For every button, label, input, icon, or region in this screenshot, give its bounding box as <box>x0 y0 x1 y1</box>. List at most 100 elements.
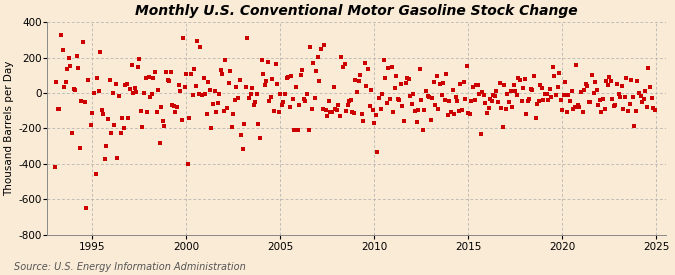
Point <box>281 76 292 80</box>
Point <box>505 89 516 93</box>
Point <box>196 92 207 97</box>
Point <box>211 110 221 114</box>
Point <box>645 85 655 90</box>
Point <box>456 108 467 112</box>
Point <box>313 55 323 59</box>
Point <box>208 101 219 106</box>
Point <box>180 84 190 89</box>
Point <box>385 97 396 101</box>
Point <box>106 130 117 135</box>
Point <box>477 90 488 95</box>
Point <box>373 95 384 100</box>
Point <box>339 62 350 67</box>
Point <box>489 94 500 98</box>
Point <box>350 78 361 82</box>
Point <box>535 83 545 87</box>
Title: Monthly U.S. Conventional Motor Gasoline Stock Change: Monthly U.S. Conventional Motor Gasoline… <box>135 4 578 18</box>
Point <box>521 112 532 117</box>
Point <box>138 90 149 95</box>
Point <box>214 92 225 97</box>
Point <box>399 118 410 123</box>
Point <box>261 79 271 83</box>
Point <box>267 77 278 82</box>
Point <box>341 109 352 114</box>
Point <box>170 109 181 114</box>
Point <box>582 84 593 88</box>
Point <box>383 66 394 70</box>
Point <box>439 98 450 102</box>
Point <box>297 68 308 72</box>
Point <box>272 82 283 86</box>
Point <box>217 72 227 76</box>
Point <box>109 123 119 127</box>
Point <box>464 111 475 116</box>
Point <box>151 110 162 114</box>
Point <box>146 92 157 96</box>
Point <box>487 98 497 103</box>
Point <box>239 122 250 126</box>
Point <box>380 76 391 81</box>
Point <box>68 87 79 91</box>
Point <box>250 100 261 104</box>
Point <box>429 79 439 84</box>
Point <box>369 121 379 125</box>
Point <box>248 103 259 107</box>
Point <box>612 82 622 87</box>
Point <box>514 77 525 82</box>
Point <box>338 65 348 69</box>
Point <box>408 92 419 97</box>
Point <box>328 84 339 89</box>
Point <box>646 96 657 100</box>
Point <box>82 77 93 82</box>
Point <box>319 43 329 47</box>
Point <box>81 206 92 210</box>
Point <box>132 65 143 69</box>
Point <box>233 96 244 100</box>
Point <box>583 100 594 104</box>
Point <box>483 106 494 111</box>
Point <box>597 97 608 101</box>
Point <box>538 98 549 102</box>
Point <box>475 132 486 136</box>
Point <box>386 65 397 69</box>
Point <box>605 79 616 84</box>
Point <box>572 103 583 107</box>
Point <box>219 109 230 113</box>
Point <box>593 103 603 107</box>
Point <box>190 84 201 88</box>
Point <box>378 58 389 62</box>
Point <box>303 128 314 132</box>
Point <box>626 77 637 82</box>
Point <box>463 110 474 115</box>
Point <box>136 109 146 114</box>
Point <box>256 58 267 62</box>
Point <box>231 85 242 89</box>
Point <box>242 36 253 40</box>
Point <box>504 100 514 104</box>
Point <box>107 91 118 95</box>
Point <box>435 82 446 87</box>
Point <box>452 99 462 103</box>
Point <box>513 76 524 80</box>
Point <box>495 106 506 111</box>
Point <box>448 88 458 92</box>
Point <box>192 38 202 43</box>
Point <box>253 122 264 126</box>
Point <box>206 126 217 130</box>
Point <box>404 76 414 81</box>
Point <box>254 136 265 141</box>
Point <box>488 92 499 97</box>
Point <box>125 87 136 91</box>
Point <box>470 82 481 87</box>
Point <box>118 126 129 131</box>
Point <box>99 156 110 161</box>
Point <box>637 100 647 104</box>
Point <box>279 92 290 97</box>
Text: Source: U.S. Energy Information Administration: Source: U.S. Energy Information Administ… <box>14 262 245 272</box>
Point <box>321 108 331 112</box>
Point <box>419 108 430 112</box>
Point <box>402 76 412 81</box>
Point <box>441 72 452 76</box>
Point <box>558 92 569 97</box>
Point <box>627 95 638 100</box>
